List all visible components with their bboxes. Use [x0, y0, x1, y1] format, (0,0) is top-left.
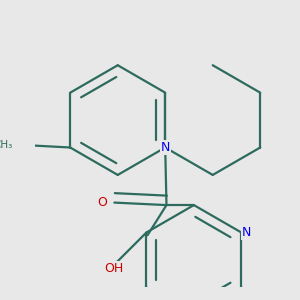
Text: CH₃: CH₃ [0, 140, 12, 150]
Text: O: O [97, 196, 107, 209]
Text: OH: OH [104, 262, 123, 275]
Text: N: N [242, 226, 251, 239]
Text: N: N [160, 141, 170, 154]
